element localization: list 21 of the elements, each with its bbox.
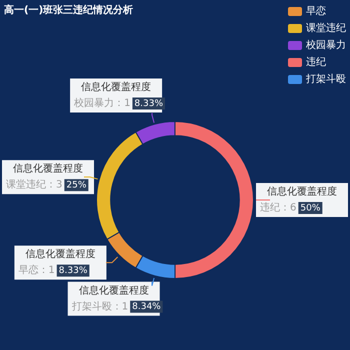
data-label: 8.34% xyxy=(132,302,162,312)
legend-label: 打架斗殴 xyxy=(306,72,346,86)
legend-label: 课堂违纪 xyxy=(306,22,346,35)
text: 信息化覆盖程度 xyxy=(25,248,96,260)
category-label: 校园暴力：1 xyxy=(74,98,130,110)
category-label: 早恋：1 xyxy=(18,265,55,276)
category-label: 打架斗殴：1 xyxy=(72,301,128,312)
legend-label: 早恋 xyxy=(306,4,326,18)
text: 信息化覆盖程度 xyxy=(78,285,149,296)
chart-title: 高一(一)班张三违纪情况分析 xyxy=(4,3,134,17)
data-label: 50% xyxy=(300,203,321,214)
data-label: 8.33% xyxy=(58,266,88,276)
category-label: 违纪：6 xyxy=(260,202,296,214)
data-label: 8.33% xyxy=(134,98,164,109)
legend-label: 校园暴力 xyxy=(306,38,346,52)
text: 信息化覆盖程度 xyxy=(267,186,337,198)
category-label: 课堂违纪：3 xyxy=(6,180,62,191)
text: 信息化覆盖程度 xyxy=(13,164,83,175)
legend-label: 违纪 xyxy=(306,56,326,69)
text: 信息化覆盖程度 xyxy=(81,82,152,94)
data-label: 25% xyxy=(66,180,87,190)
